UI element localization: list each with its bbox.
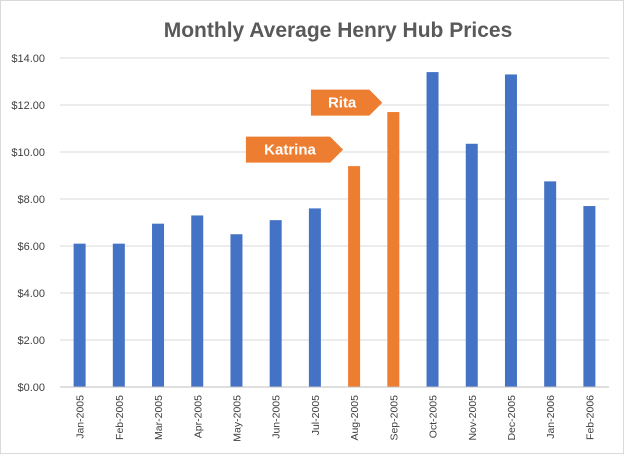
- y-tick-label: $6.00: [17, 241, 45, 253]
- annotation-arrow-katrina: [245, 136, 344, 163]
- y-axis-ticks: $0.00 $2.00 $4.00 $6.00 $8.00 $10.00 $12.00 $14…: [11, 53, 45, 394]
- bar-may-2005: [230, 234, 243, 387]
- x-tick-label: Jun-2005: [271, 395, 283, 439]
- y-tick-label: $4.00: [17, 288, 45, 300]
- y-tick-label: $2.00: [17, 335, 45, 347]
- x-tick-label: Nov-2005: [467, 395, 479, 441]
- bar-jan-2005: [73, 243, 86, 387]
- x-tick-label: Dec-2005: [506, 395, 518, 441]
- annotations: Katrina Rita: [245, 89, 383, 163]
- bar-nov-2005: [465, 143, 478, 387]
- chart-title: Monthly Average Henry Hub Prices: [164, 19, 513, 42]
- bar-feb-2006: [583, 206, 596, 387]
- bar-aug-2005: [348, 166, 361, 387]
- x-tick-label: Aug-2005: [349, 395, 361, 441]
- bar-jul-2005: [308, 208, 321, 387]
- x-tick-label: Mar-2005: [153, 395, 165, 440]
- bar-dec-2005: [504, 74, 517, 387]
- x-tick-label: Feb-2006: [584, 395, 596, 440]
- x-tick-label: May-2005: [231, 395, 243, 442]
- x-tick-label: Feb-2005: [114, 395, 126, 440]
- annotation-label-rita: Rita: [328, 95, 357, 112]
- bar-sep-2005: [387, 112, 400, 388]
- x-tick-label: Jan-2005: [75, 395, 87, 439]
- annotation-arrow-rita: [310, 89, 383, 116]
- y-tick-label: $12.00: [11, 100, 45, 112]
- bar-apr-2005: [191, 215, 204, 387]
- x-tick-label: Oct-2005: [428, 395, 440, 438]
- bars: [73, 72, 596, 388]
- bar-jun-2005: [269, 220, 282, 387]
- bar-jan-2006: [544, 181, 557, 387]
- x-tick-label: Apr-2005: [192, 395, 204, 438]
- x-tick-label: Sep-2005: [388, 395, 400, 441]
- bar-oct-2005: [426, 72, 439, 387]
- y-tick-label: $8.00: [17, 194, 45, 206]
- annotation-label-katrina: Katrina: [264, 142, 316, 159]
- x-tick-label: Jul-2005: [310, 395, 322, 435]
- y-tick-label: $14.00: [11, 53, 45, 65]
- bar-feb-2005: [112, 243, 125, 387]
- y-tick-label: $0.00: [17, 382, 45, 394]
- bar-mar-2005: [152, 223, 165, 387]
- x-tick-label: Jan-2006: [545, 395, 557, 439]
- y-tick-label: $10.00: [11, 147, 45, 159]
- x-axis-ticks: Jan-2005 Feb-2005 Mar-2005 Apr-2005 May-2005…: [75, 395, 597, 442]
